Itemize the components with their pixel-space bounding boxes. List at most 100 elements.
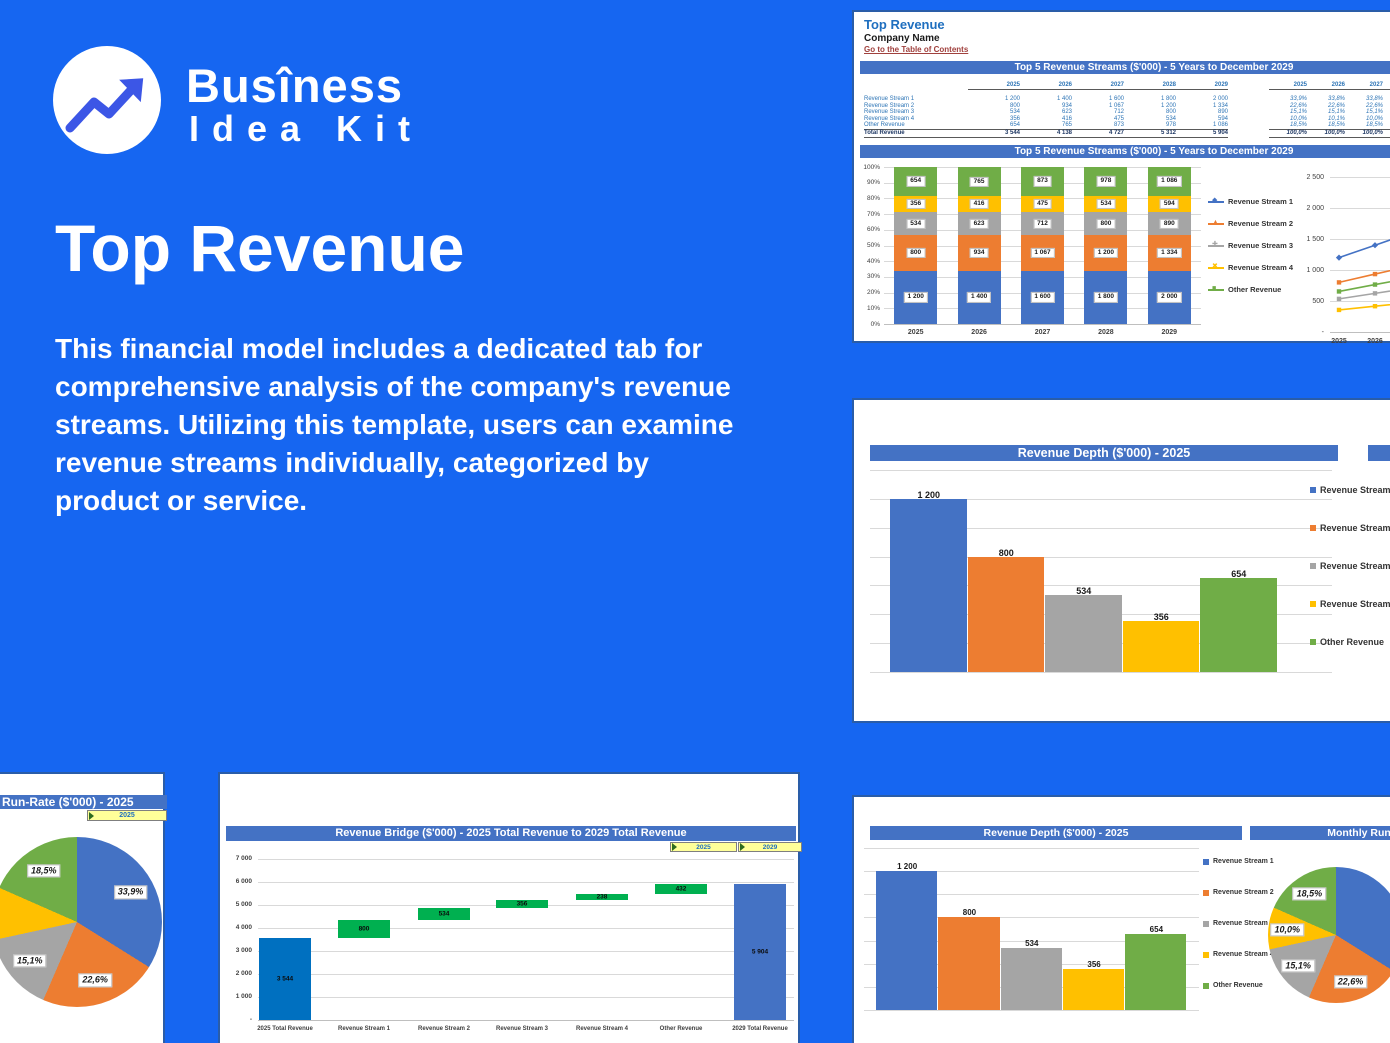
- axis-tick-label: 10%: [866, 304, 880, 312]
- pie-data-label: 15,1%: [1281, 959, 1315, 973]
- table-cell: 18,5%: [1365, 122, 1383, 129]
- legend-marker: [1310, 601, 1316, 607]
- table-cell: Revenue Stream 4: [864, 115, 915, 122]
- sheet-title: Top Revenue: [864, 17, 945, 32]
- axis-tick-label: 5 000: [235, 901, 252, 908]
- legend-marker: ◆: [1212, 197, 1218, 204]
- data-label: 890: [1159, 218, 1179, 229]
- legend-label: Revenue Stream 4: [1320, 599, 1390, 609]
- table-cell: 15,1%: [1383, 109, 1390, 116]
- table-cell: 800: [1009, 102, 1020, 109]
- legend-marker: [1310, 563, 1316, 569]
- panel-revenue-bridge: Revenue Bridge ($'000) - 2025 Total Reve…: [218, 772, 802, 1043]
- table-total-border: [864, 136, 1228, 138]
- table-cell: 15,1%: [1365, 109, 1383, 116]
- gridline: [258, 859, 794, 860]
- table-cell: 22,6%: [1383, 103, 1390, 110]
- axis-category-label: 2026: [1367, 338, 1383, 345]
- legend-marker: [1203, 921, 1209, 927]
- table-cell: 765: [1061, 122, 1072, 129]
- table-cell: 534: [1009, 109, 1020, 116]
- legend-label: Revenue Stream 2: [1228, 219, 1294, 228]
- year-selector-bridge-start[interactable]: 2025: [670, 842, 737, 852]
- axis-category-label: 2027: [1034, 329, 1051, 336]
- revenue-depth-bar-chart: 1 200 800 534 356 654: [854, 460, 1390, 690]
- legend-label: Revenue Stream 4: [1228, 263, 1294, 272]
- table-cell: 978: [1165, 122, 1176, 129]
- legend-marker-line: [1208, 201, 1224, 203]
- legend-label: Other Revenue: [1320, 637, 1385, 647]
- bridge-title-band: Revenue Bridge ($'000) - 2025 Total Reve…: [226, 826, 796, 841]
- pie-data-label: 18,5%: [1292, 887, 1327, 901]
- gridline: [1330, 301, 1390, 302]
- table-total-border: [1269, 128, 1390, 130]
- legend-marker: [1310, 487, 1316, 493]
- legend-marker: [1310, 525, 1316, 531]
- depth-chart-legend: Revenue Stream 1 Revenue Stream 2 Revenue …: [1310, 480, 1390, 650]
- table-cell: 1 086: [1212, 122, 1228, 129]
- table-cell: 873: [1113, 122, 1124, 129]
- data-label: 356: [516, 900, 528, 908]
- depth2-title-band: Revenue Depth ($'000) - 2025: [870, 826, 1242, 840]
- table-cell: 33,9%: [1289, 96, 1307, 102]
- axis-category-label: 2026: [971, 329, 987, 336]
- depth2-chart-legend: Revenue Stream 1 Revenue Stream 2 Revenue …: [1203, 852, 1323, 992]
- waterfall-bar: [734, 884, 786, 1020]
- table-of-contents-link[interactable]: Go to the Table of Contents: [864, 45, 969, 54]
- legend-marker-line: [1208, 289, 1224, 291]
- legend-marker-line: [1208, 245, 1224, 247]
- depth-chart-title-band: Revenue Depth ($'000) - 2025: [870, 445, 1338, 461]
- axis-category-label: Revenue Stream 2: [417, 1026, 471, 1032]
- line-chart-svg: [1335, 239, 1390, 313]
- table-cell: 1 067: [1108, 102, 1124, 109]
- data-label: 534: [906, 218, 926, 229]
- axis-tick-label: 0%: [870, 320, 880, 328]
- legend-marker: ▲: [1212, 219, 1219, 226]
- year-selector-bridge-end[interactable]: 2029: [738, 842, 802, 852]
- gridline: [1330, 270, 1390, 271]
- table-cell: 18,5%: [1327, 122, 1345, 129]
- axis-tick-label: 40%: [866, 257, 880, 265]
- data-label: 1 334: [1157, 248, 1182, 259]
- table-cell: 33,8%: [1365, 96, 1383, 102]
- run-rate-title-band: Run-Rate ($'000) - 2025: [0, 795, 167, 809]
- table-cell: 2027: [1072, 82, 1124, 90]
- trend-arrow-icon: [65, 78, 144, 133]
- gridline: [870, 672, 1332, 673]
- brand-logo: [53, 46, 161, 154]
- data-label: 800: [998, 547, 1014, 558]
- legend-label: Revenue Stream 1: [1320, 485, 1390, 495]
- pie-data-label: 22,6%: [78, 973, 112, 988]
- table-cell: Other Revenue: [864, 122, 905, 129]
- data-label: 623: [969, 218, 989, 229]
- data-label: 356: [1087, 959, 1101, 969]
- legend-label: Other Revenue: [1228, 285, 1282, 294]
- axis-tick-label: 3 000: [235, 947, 252, 954]
- bar: [1125, 934, 1187, 1010]
- axis-tick-label: 1 500: [1306, 235, 1324, 243]
- table-cell: 712: [1113, 109, 1124, 116]
- gridline: [870, 470, 1332, 471]
- gridline: [870, 527, 1332, 529]
- table-cell: 534: [1165, 115, 1176, 122]
- legend-label: Revenue Stream 4: [1213, 951, 1274, 958]
- gridline: [884, 324, 1201, 325]
- year-selector-run-rate[interactable]: 2025: [87, 810, 167, 821]
- table-cell: 10,1%: [1327, 115, 1345, 122]
- monthly-run-rate-title-band: Monthly Run-Rate ($'000): [1250, 826, 1390, 840]
- table-cell: Revenue Stream 1: [864, 96, 915, 102]
- table-cell: 15,1%: [1327, 109, 1345, 116]
- table-cell: 4 138: [1056, 130, 1072, 136]
- axis-tick-label: 4 000: [235, 924, 252, 931]
- bar: [890, 498, 967, 672]
- data-label: 1 200: [903, 292, 928, 303]
- stacked-chart-title-band: Top 5 Revenue Streams ($'000) - 5 Years …: [860, 145, 1390, 158]
- table-cell: 2029: [1176, 82, 1228, 90]
- monthly-run-rate-pie-chart: 22,6% 15,1% 10,0% 18,5%: [1268, 867, 1390, 1003]
- legend-label: Revenue Stream 1: [1213, 858, 1274, 865]
- legend-marker: [1203, 890, 1209, 896]
- data-label: 765: [969, 176, 989, 187]
- bar: [1200, 577, 1277, 672]
- table-cell: 1 200: [1160, 102, 1176, 109]
- table-cell: 623: [1061, 109, 1072, 116]
